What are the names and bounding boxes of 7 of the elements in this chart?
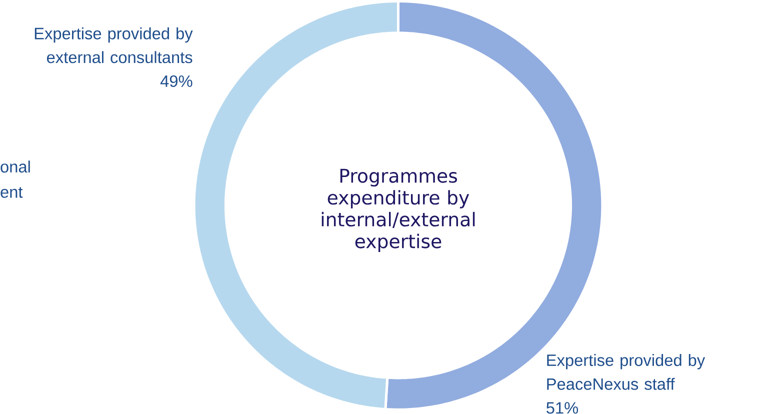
text: ent [0,187,23,198]
slice-label: Expertise provided by PeaceNexus staff [547,354,706,390]
slice-label: Expertise provided by external consultants [34,27,193,64]
data-label: 49% [160,76,192,88]
text: Programmes expenditure by internal/external expertise [322,168,475,252]
text: onal [0,160,30,173]
data-label: 51% [546,402,578,414]
